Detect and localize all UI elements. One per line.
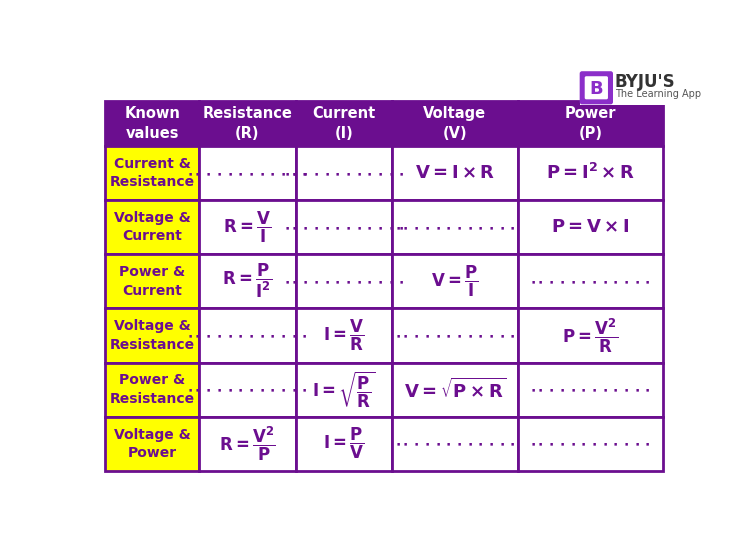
Text: $\mathbf{I = \dfrac{P}{V}}$: $\mathbf{I = \dfrac{P}{V}}$: [323, 426, 364, 461]
Bar: [296, 417, 392, 471]
Text: $\mathbf{\cdot\cdot\cdot\cdot\cdot\cdot\cdot\cdot\cdot\cdot\cdot\cdot}$: $\mathbf{\cdot\cdot\cdot\cdot\cdot\cdot\…: [284, 166, 404, 180]
Text: Power
(P): Power (P): [565, 106, 616, 141]
Bar: [105, 254, 199, 309]
Text: Current &
Resistance: Current & Resistance: [110, 157, 195, 189]
Bar: [199, 200, 296, 254]
Bar: [105, 146, 199, 200]
Text: $\mathbf{\cdot\cdot\cdot\cdot\cdot\cdot\cdot\cdot\cdot\cdot\cdot\cdot}$: $\mathbf{\cdot\cdot\cdot\cdot\cdot\cdot\…: [394, 329, 515, 342]
Bar: [392, 146, 518, 200]
Text: $\mathbf{\cdot\cdot\cdot\cdot\cdot\cdot\cdot\cdot\cdot\cdot\cdot\cdot}$: $\mathbf{\cdot\cdot\cdot\cdot\cdot\cdot\…: [530, 274, 651, 288]
Text: $\mathbf{\cdot\cdot\cdot\cdot\cdot\cdot\cdot\cdot\cdot\cdot\cdot\cdot}$: $\mathbf{\cdot\cdot\cdot\cdot\cdot\cdot\…: [284, 274, 404, 288]
Text: $\mathbf{R = \dfrac{V}{I}}$: $\mathbf{R = \dfrac{V}{I}}$: [224, 210, 272, 245]
Bar: [518, 200, 663, 254]
FancyBboxPatch shape: [580, 71, 613, 104]
Text: BYJU'S: BYJU'S: [614, 73, 675, 91]
Text: $\mathbf{\cdot\cdot\cdot\cdot\cdot\cdot\cdot\cdot\cdot\cdot\cdot\cdot}$: $\mathbf{\cdot\cdot\cdot\cdot\cdot\cdot\…: [530, 437, 651, 451]
Text: $\mathbf{R = \dfrac{V^2}{P}}$: $\mathbf{R = \dfrac{V^2}{P}}$: [219, 425, 276, 463]
Bar: [199, 417, 296, 471]
Text: Voltage
(V): Voltage (V): [424, 106, 487, 141]
Bar: [199, 101, 296, 146]
Bar: [105, 417, 199, 471]
Text: $\mathbf{V = I \times R}$: $\mathbf{V = I \times R}$: [415, 164, 495, 182]
Text: $\mathbf{P = V \times I}$: $\mathbf{P = V \times I}$: [551, 218, 630, 236]
Bar: [580, 70, 672, 105]
Text: Voltage &
Power: Voltage & Power: [114, 427, 190, 460]
Bar: [392, 200, 518, 254]
Text: Voltage &
Current: Voltage & Current: [114, 211, 190, 243]
Text: Power &
Current: Power & Current: [119, 265, 185, 297]
Text: Known
values: Known values: [124, 106, 180, 141]
Bar: [296, 254, 392, 309]
Bar: [392, 101, 518, 146]
Bar: [518, 146, 663, 200]
Text: Voltage &
Resistance: Voltage & Resistance: [110, 319, 195, 352]
FancyBboxPatch shape: [585, 76, 608, 99]
Bar: [518, 254, 663, 309]
Text: Current
(I): Current (I): [312, 106, 376, 141]
Bar: [105, 101, 199, 146]
Text: $\mathbf{P = \dfrac{V^2}{R}}$: $\mathbf{P = \dfrac{V^2}{R}}$: [562, 316, 619, 355]
Text: $\mathbf{\cdot\cdot\cdot\cdot\cdot\cdot\cdot\cdot\cdot\cdot\cdot\cdot}$: $\mathbf{\cdot\cdot\cdot\cdot\cdot\cdot\…: [187, 166, 308, 180]
Text: $\mathbf{\cdot\cdot\cdot\cdot\cdot\cdot\cdot\cdot\cdot\cdot\cdot\cdot}$: $\mathbf{\cdot\cdot\cdot\cdot\cdot\cdot\…: [394, 220, 515, 234]
Bar: [296, 309, 392, 362]
Text: $\mathbf{\cdot\cdot\cdot\cdot\cdot\cdot\cdot\cdot\cdot\cdot\cdot\cdot}$: $\mathbf{\cdot\cdot\cdot\cdot\cdot\cdot\…: [187, 382, 308, 397]
Bar: [296, 200, 392, 254]
Bar: [199, 309, 296, 362]
Text: Power &
Resistance: Power & Resistance: [110, 374, 195, 406]
Text: The Learning App: The Learning App: [614, 89, 701, 99]
Bar: [199, 146, 296, 200]
Text: $\mathbf{\cdot\cdot\cdot\cdot\cdot\cdot\cdot\cdot\cdot\cdot\cdot\cdot}$: $\mathbf{\cdot\cdot\cdot\cdot\cdot\cdot\…: [187, 329, 308, 342]
Text: Resistance
(R): Resistance (R): [202, 106, 292, 141]
Bar: [296, 146, 392, 200]
Text: $\mathbf{\cdot\cdot\cdot\cdot\cdot\cdot\cdot\cdot\cdot\cdot\cdot\cdot}$: $\mathbf{\cdot\cdot\cdot\cdot\cdot\cdot\…: [530, 382, 651, 397]
Bar: [518, 101, 663, 146]
Bar: [392, 362, 518, 417]
Bar: [392, 309, 518, 362]
Bar: [296, 362, 392, 417]
Bar: [199, 362, 296, 417]
Bar: [392, 254, 518, 309]
Text: $\mathbf{P = I^2 \times R}$: $\mathbf{P = I^2 \times R}$: [546, 163, 635, 183]
Bar: [518, 417, 663, 471]
Bar: [296, 101, 392, 146]
Bar: [199, 254, 296, 309]
Bar: [105, 362, 199, 417]
Bar: [518, 309, 663, 362]
Text: $\mathbf{I = \dfrac{V}{R}}$: $\mathbf{I = \dfrac{V}{R}}$: [323, 318, 364, 353]
Bar: [518, 362, 663, 417]
Text: $\mathbf{I = \sqrt{\dfrac{P}{R}}}$: $\mathbf{I = \sqrt{\dfrac{P}{R}}}$: [312, 370, 376, 410]
Bar: [105, 309, 199, 362]
Text: $\mathbf{V = \dfrac{P}{I}}$: $\mathbf{V = \dfrac{P}{I}}$: [431, 264, 478, 299]
Text: $\mathbf{\cdot\cdot\cdot\cdot\cdot\cdot\cdot\cdot\cdot\cdot\cdot\cdot}$: $\mathbf{\cdot\cdot\cdot\cdot\cdot\cdot\…: [394, 437, 515, 451]
Bar: [392, 417, 518, 471]
Text: $\mathbf{V = \sqrt{P \times R}}$: $\mathbf{V = \sqrt{P \times R}}$: [404, 377, 506, 402]
Text: $\mathbf{\cdot\cdot\cdot\cdot\cdot\cdot\cdot\cdot\cdot\cdot\cdot\cdot}$: $\mathbf{\cdot\cdot\cdot\cdot\cdot\cdot\…: [284, 220, 404, 234]
Bar: [105, 200, 199, 254]
Text: B: B: [590, 79, 603, 98]
Text: $\mathbf{R = \dfrac{P}{I^2}}$: $\mathbf{R = \dfrac{P}{I^2}}$: [222, 262, 272, 300]
